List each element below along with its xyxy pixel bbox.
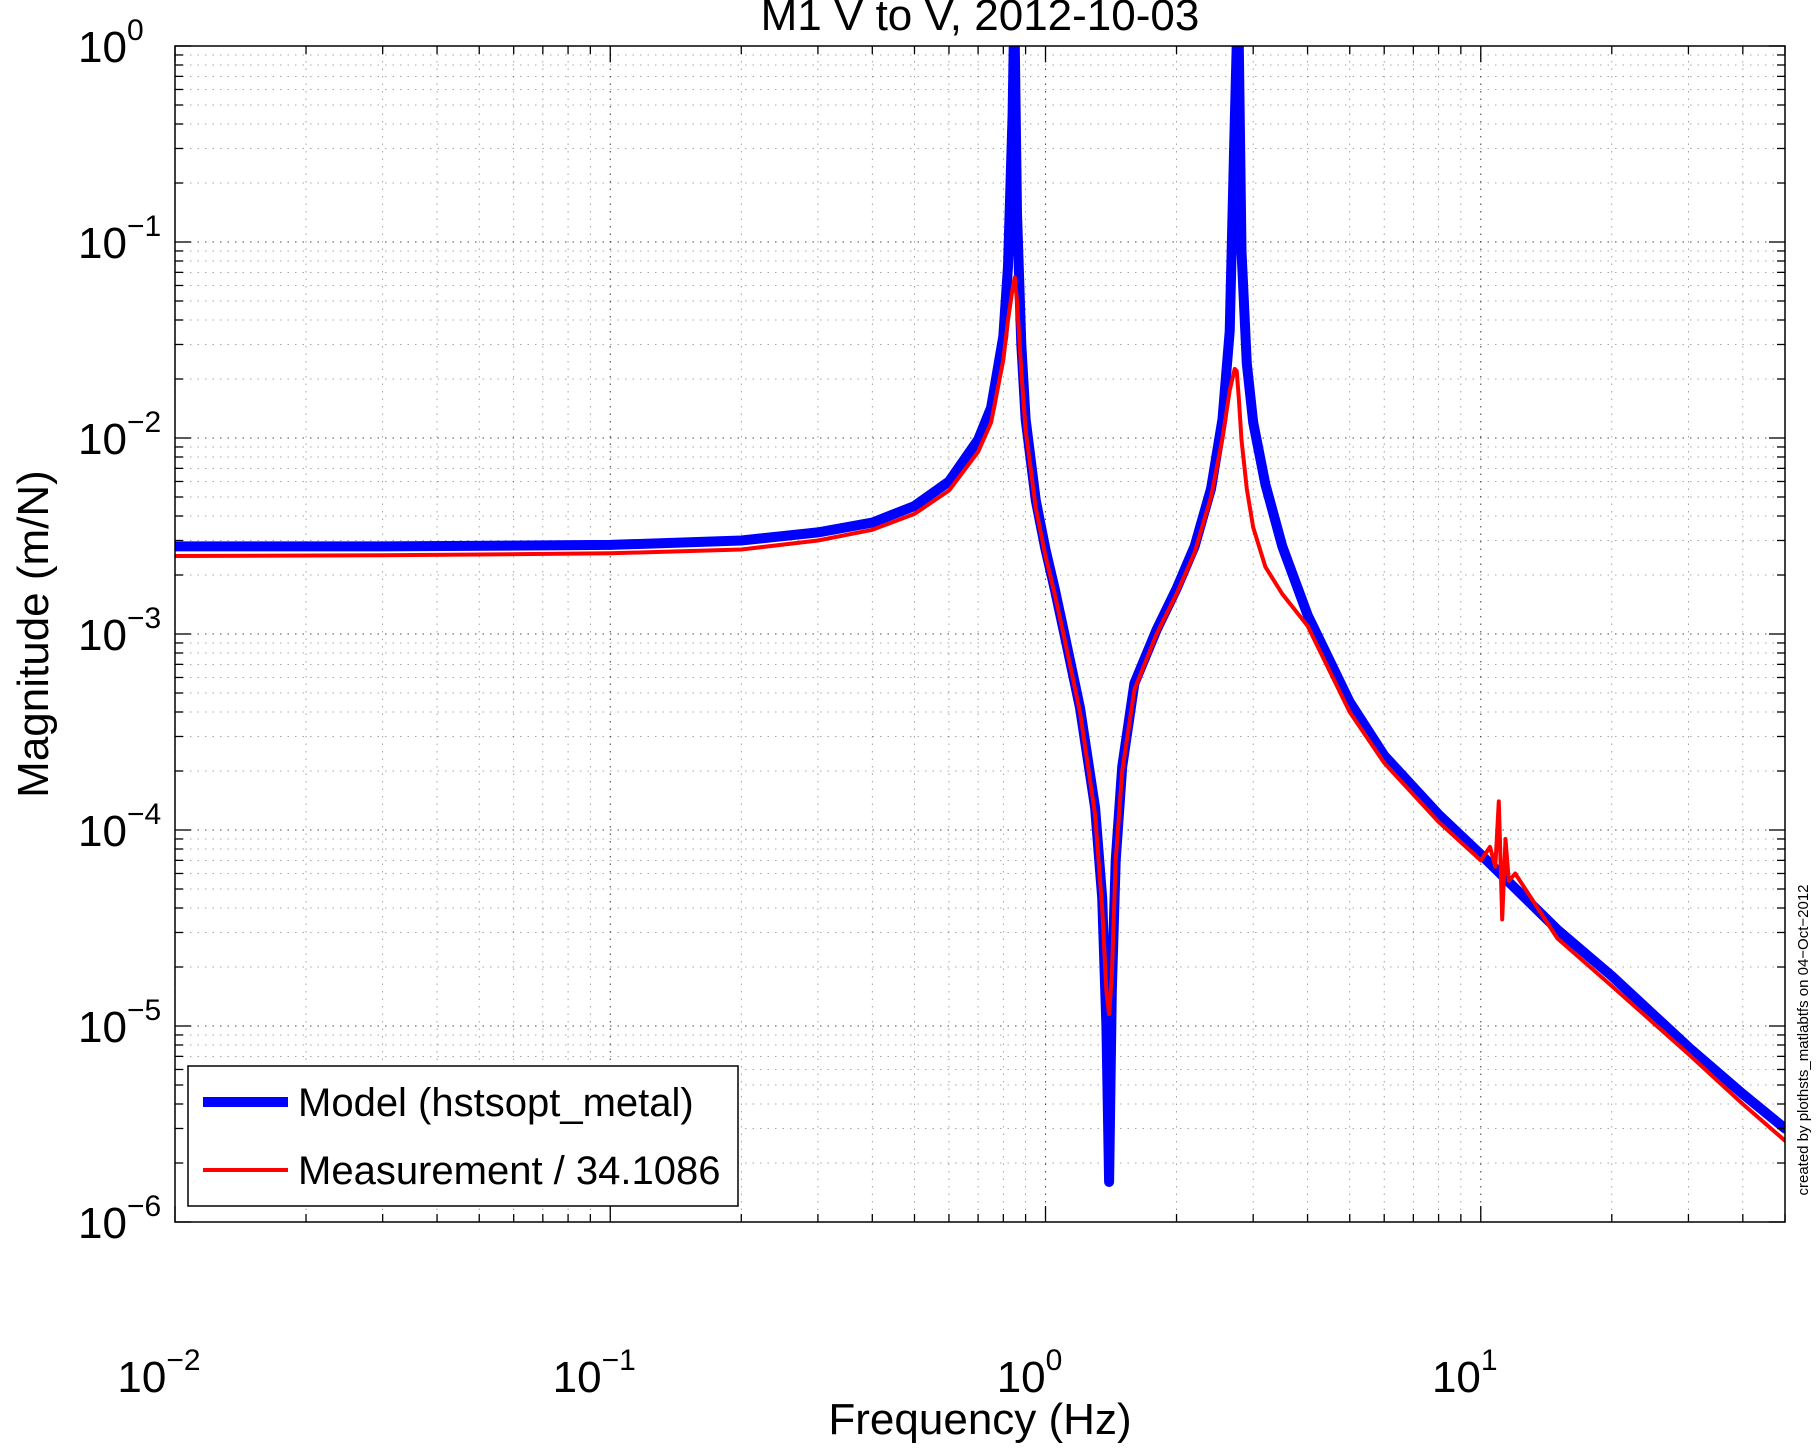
x-tick-label: 10−1 xyxy=(553,1344,636,1402)
x-tick-label-base: 10 xyxy=(117,1353,166,1402)
chart-title: M1 V to V, 2012-10-03 xyxy=(761,0,1200,40)
y-tick-label: 100 xyxy=(78,14,144,72)
x-tick-label-exponent: −1 xyxy=(602,1344,636,1377)
x-tick-label: 101 xyxy=(1432,1344,1498,1402)
x-tick-labels: 10−2 10−1 100 101 xyxy=(117,1344,1497,1402)
x-tick-label: 10−2 xyxy=(117,1344,200,1402)
y-tick-label: 10−4 xyxy=(78,798,161,856)
y-tick-label-exponent: −3 xyxy=(127,602,161,635)
y-tick-label-exponent: −4 xyxy=(127,798,161,831)
x-tick-label-exponent: 0 xyxy=(1046,1344,1063,1377)
y-tick-label: 10−2 xyxy=(78,406,161,464)
x-tick-label: 100 xyxy=(997,1344,1063,1402)
y-tick-label-base: 10 xyxy=(78,219,127,268)
x-tick-label-exponent: −2 xyxy=(166,1344,200,1377)
series-layer xyxy=(175,46,1785,1187)
plot-background xyxy=(175,46,1785,1222)
y-tick-label-base: 10 xyxy=(78,611,127,660)
legend: Model (hstsopt_metal) Measurement / 34.1… xyxy=(187,1065,739,1207)
tick-marks xyxy=(174,45,1786,1223)
y-tick-label-base: 10 xyxy=(78,1003,127,1052)
y-tick-label: 10−3 xyxy=(78,602,161,660)
legend-box xyxy=(187,1065,739,1207)
y-tick-label-base: 10 xyxy=(78,23,127,72)
y-tick-label-exponent: −1 xyxy=(127,210,161,243)
y-tick-label-base: 10 xyxy=(78,1199,127,1248)
credit-annotation: created by plothsts_matlabtfs on 04−Oct−… xyxy=(1795,884,1812,1195)
y-tick-label: 10−5 xyxy=(78,994,161,1052)
y-tick-label-exponent: 0 xyxy=(127,14,144,47)
y-tick-label-exponent: −2 xyxy=(127,406,161,439)
x-tick-label-exponent: 1 xyxy=(1481,1344,1498,1377)
series-line-measurement xyxy=(175,275,1785,1143)
y-tick-label-base: 10 xyxy=(78,415,127,464)
x-tick-label-base: 10 xyxy=(997,1353,1046,1402)
y-tick-label-exponent: −5 xyxy=(127,994,161,1027)
x-axis-title: Frequency (Hz) xyxy=(828,1395,1131,1444)
y-tick-label: 10−6 xyxy=(78,1190,161,1248)
y-tick-label-base: 10 xyxy=(78,807,127,856)
y-tick-label-exponent: −6 xyxy=(127,1190,161,1223)
y-axis-title: Magnitude (m/N) xyxy=(9,470,58,798)
y-tick-label: 10−1 xyxy=(78,210,161,268)
x-tick-label-base: 10 xyxy=(553,1353,602,1402)
legend-label-measurement: Measurement / 34.1086 xyxy=(298,1149,720,1193)
x-tick-label-base: 10 xyxy=(1432,1353,1481,1402)
legend-label-model: Model (hstsopt_metal) xyxy=(298,1081,694,1125)
